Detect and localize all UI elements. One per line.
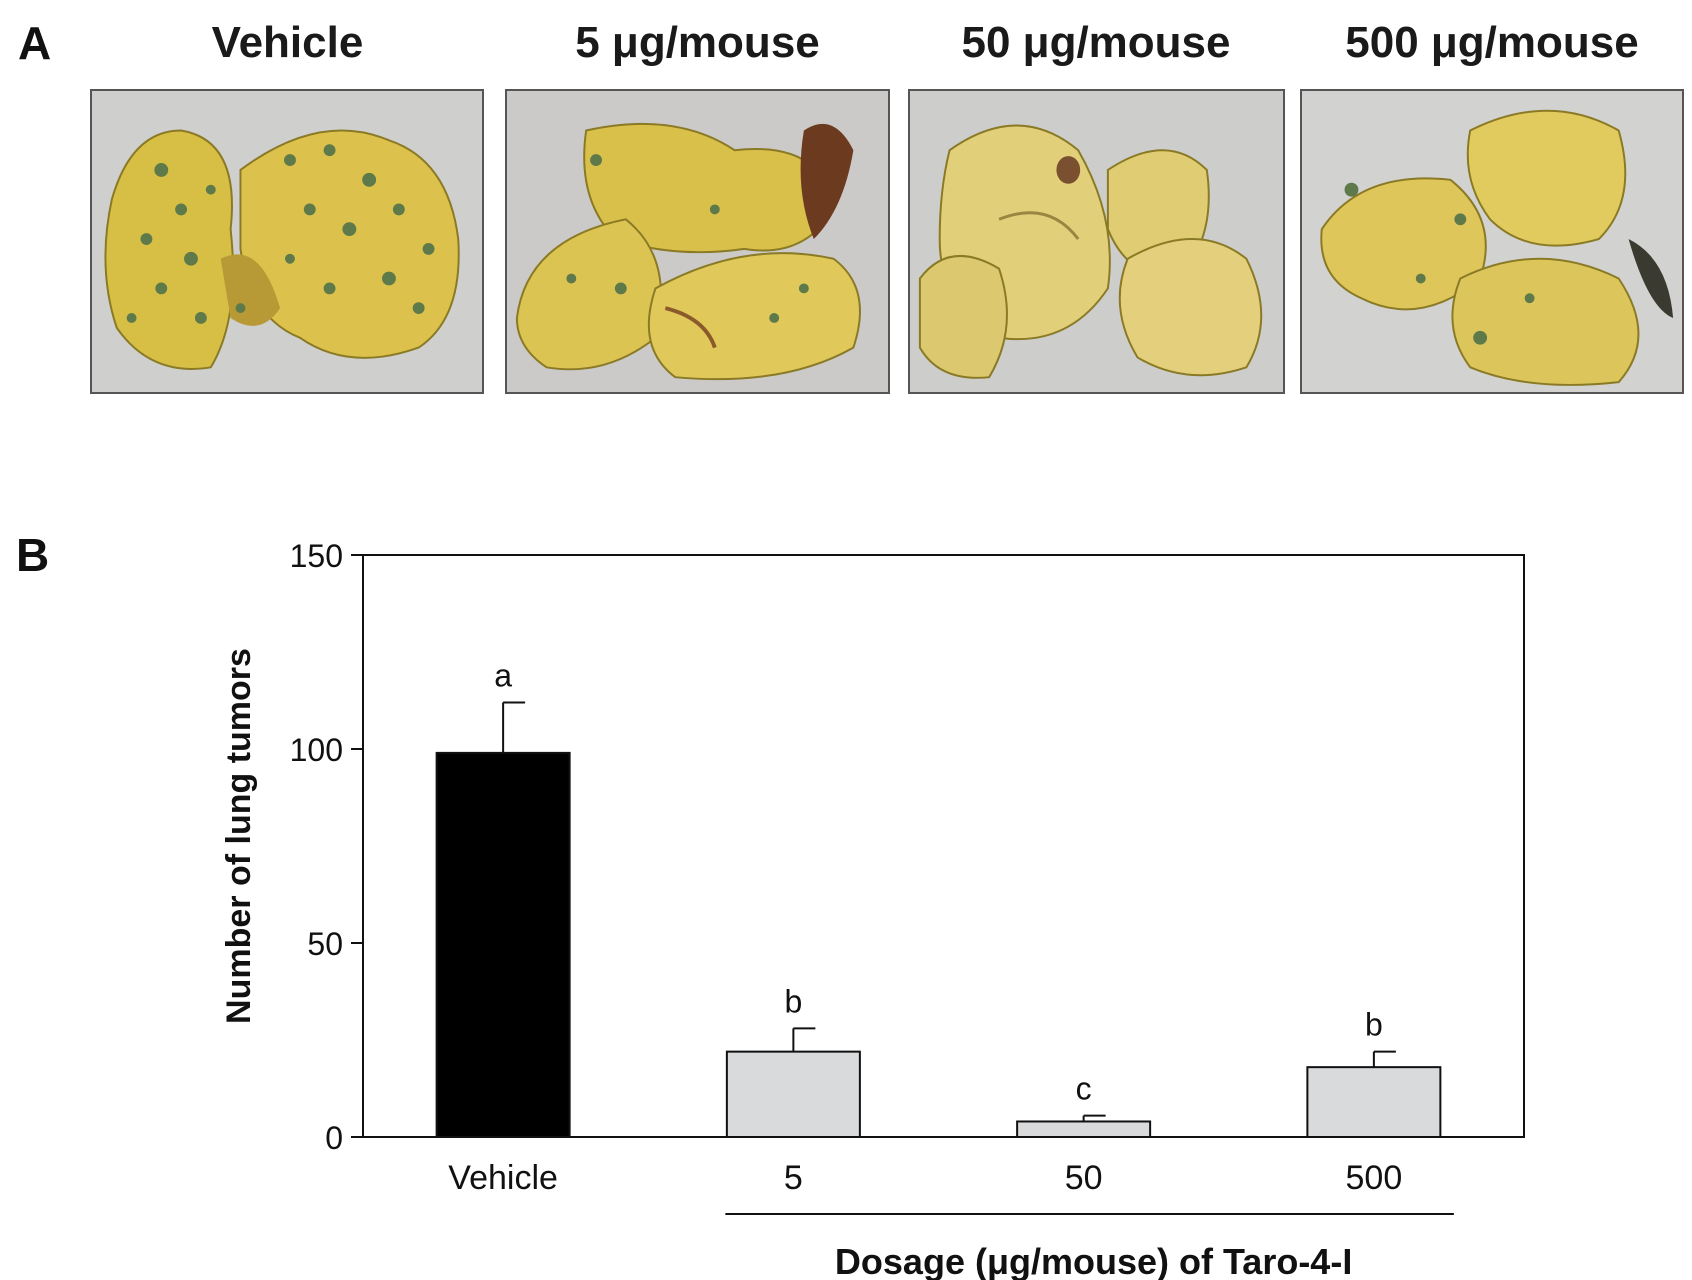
y-axis-label: Number of lung tumors (220, 648, 258, 1024)
y-tick-label: 0 (325, 1120, 343, 1156)
y-tick-label: 150 (290, 538, 343, 574)
lung-photo-some-tumors-icon (507, 91, 888, 392)
lung-photo-50 (908, 89, 1285, 394)
panel-b-label: B (16, 529, 50, 581)
x-tick-label: 5 (784, 1159, 803, 1197)
lung-photo-vehicle (90, 89, 484, 394)
significance-label: c (1076, 1071, 1092, 1107)
lung-photo-some-tumors-icon (1302, 91, 1682, 392)
panel-a-label: A (18, 17, 52, 69)
photo-title-500: 500 μg/mouse (1345, 18, 1639, 67)
photo-title-50: 50 μg/mouse (961, 18, 1231, 67)
x-tick-label: 500 (1346, 1159, 1403, 1197)
bar (725, 1050, 861, 1139)
x-tick-label: 50 (1065, 1159, 1103, 1197)
plot-frame (362, 554, 1525, 1138)
y-tick-label: 100 (290, 732, 343, 768)
x-axis-label: Dosage (μg/mouse) of Taro-4-I (835, 1241, 1352, 1280)
photo-title-vehicle: Vehicle (211, 18, 364, 67)
lung-photo-500 (1300, 89, 1684, 394)
bar (435, 751, 571, 1138)
bar (1306, 1066, 1442, 1138)
y-tick-label: 50 (307, 926, 343, 962)
bar (1016, 1120, 1152, 1138)
significance-label: b (784, 983, 802, 1019)
significance-label: a (494, 657, 512, 693)
lung-photo-many-tumors-icon (92, 91, 482, 392)
x-tick-label: Vehicle (448, 1159, 558, 1197)
lung-photo-5 (505, 89, 890, 394)
bar-chart: 0 50 100 150 a Vehicle b 5 c 50 b 500 Number of lu… (220, 538, 1525, 1280)
photo-title-5: 5 μg/mouse (575, 18, 820, 67)
lung-photo-few-tumors-icon (910, 91, 1283, 392)
significance-label: b (1365, 1007, 1383, 1043)
